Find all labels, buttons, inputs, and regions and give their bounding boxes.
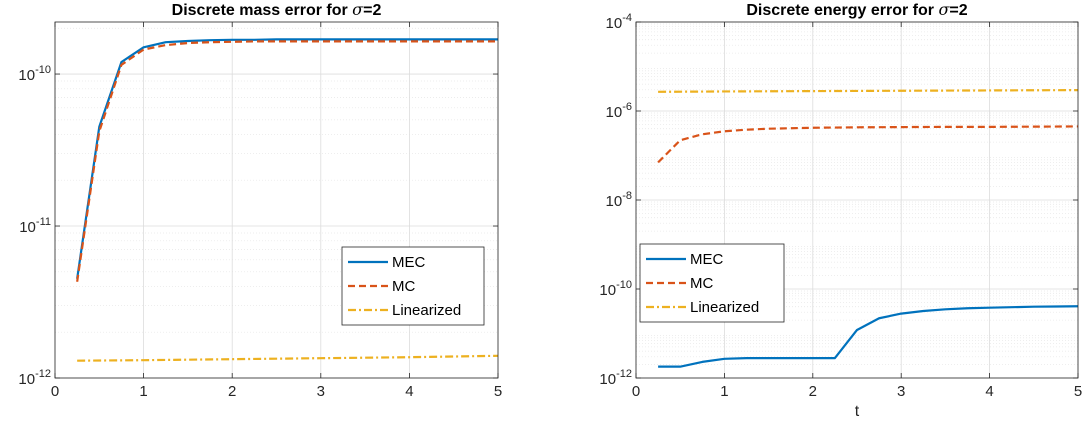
x-tick-label: 4 [405, 383, 413, 400]
y-tick-label: 10-10 [599, 279, 632, 299]
series-mec-line [76, 38, 498, 279]
chart-title: Discrete mass error for σ=2 [172, 0, 382, 19]
y-tick-label: 10-10 [18, 64, 51, 84]
x-tick-label: 0 [632, 383, 640, 400]
y-tick-label: 10-8 [606, 190, 632, 210]
x-tick-label: 5 [1074, 383, 1082, 400]
x-tick-label: 3 [317, 383, 325, 400]
chart-2: 0 1 2 3 4 5 10-12 10-10 10-8 10-6 10-4 Discrete ene… [599, 0, 1082, 420]
legend-label-mec: MEC [392, 254, 426, 271]
x-tick-label: 2 [809, 383, 817, 400]
y-tick-label: 10-11 [19, 216, 51, 236]
series-group [76, 38, 498, 362]
legend-label-linearized: Linearized [690, 299, 759, 316]
legend: MEC MC Linearized [639, 243, 785, 323]
chart-title: Discrete energy error for σ=2 [746, 0, 967, 19]
series-linearized-line [658, 88, 1078, 93]
series-mc-line [76, 40, 498, 282]
series-group [657, 88, 1078, 368]
series-linearized-line [77, 354, 498, 362]
y-tick-label: 10-12 [599, 368, 632, 388]
y-tick-label: 10-4 [606, 12, 632, 32]
x-axis-label: t [855, 403, 860, 420]
x-tick-label: 1 [720, 383, 728, 400]
chart-1: 0 1 2 3 4 5 10-12 10-11 10-10 Discrete mass error… [18, 0, 502, 400]
legend-label-mc: MC [392, 278, 415, 295]
legend-label-linearized: Linearized [392, 302, 461, 319]
x-tick-label: 3 [897, 383, 905, 400]
y-tick-label: 10-12 [18, 368, 51, 388]
x-tick-label: 2 [228, 383, 236, 400]
x-tick-label: 0 [51, 383, 59, 400]
series-mec-line [658, 305, 1078, 368]
x-tick-label: 1 [139, 383, 147, 400]
legend: MEC MC Linearized [341, 246, 485, 326]
x-tick-label: 4 [985, 383, 993, 400]
y-tick-label: 10-6 [606, 101, 632, 121]
legend-label-mec: MEC [690, 251, 724, 268]
series-mc-line [657, 125, 1078, 164]
axes-box [54, 21, 499, 379]
x-tick-label: 5 [494, 383, 502, 400]
legend-label-mc: MC [690, 275, 713, 292]
